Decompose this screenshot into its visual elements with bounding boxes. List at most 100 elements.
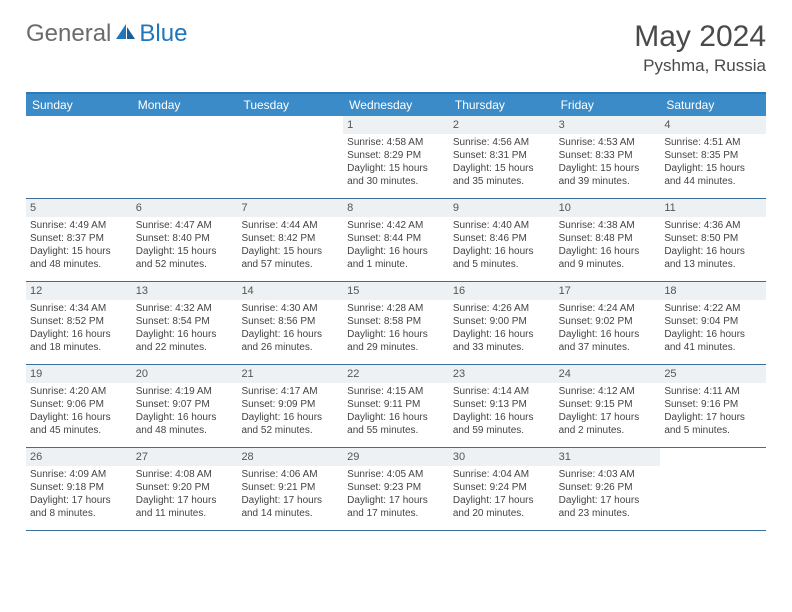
day-body: Sunrise: 4:49 AMSunset: 8:37 PMDaylight:… [26,217,132,275]
sunset-text: Sunset: 8:52 PM [30,315,128,328]
day-number: 15 [343,282,449,300]
day-body: Sunrise: 4:30 AMSunset: 8:56 PMDaylight:… [237,300,343,358]
weekday-header: Saturday [660,94,766,116]
sunrise-text: Sunrise: 4:38 AM [559,219,657,232]
day-number: 12 [26,282,132,300]
sunset-text: Sunset: 9:16 PM [664,398,762,411]
daylight-text: Daylight: 16 hours and 29 minutes. [347,328,445,354]
sunset-text: Sunset: 9:15 PM [559,398,657,411]
day-cell: 25Sunrise: 4:11 AMSunset: 9:16 PMDayligh… [660,365,766,447]
day-body: Sunrise: 4:22 AMSunset: 9:04 PMDaylight:… [660,300,766,358]
daylight-text: Daylight: 16 hours and 1 minute. [347,245,445,271]
daylight-text: Daylight: 17 hours and 11 minutes. [136,494,234,520]
daylight-text: Daylight: 17 hours and 8 minutes. [30,494,128,520]
sunrise-text: Sunrise: 4:09 AM [30,468,128,481]
sunrise-text: Sunrise: 4:06 AM [241,468,339,481]
sunrise-text: Sunrise: 4:40 AM [453,219,551,232]
day-number: 23 [449,365,555,383]
day-cell: 20Sunrise: 4:19 AMSunset: 9:07 PMDayligh… [132,365,238,447]
day-body: Sunrise: 4:20 AMSunset: 9:06 PMDaylight:… [26,383,132,441]
sunrise-text: Sunrise: 4:51 AM [664,136,762,149]
day-number: 13 [132,282,238,300]
day-number: 20 [132,365,238,383]
day-number: 18 [660,282,766,300]
sunset-text: Sunset: 9:24 PM [453,481,551,494]
week-row: 12Sunrise: 4:34 AMSunset: 8:52 PMDayligh… [26,282,766,365]
day-cell: 7Sunrise: 4:44 AMSunset: 8:42 PMDaylight… [237,199,343,281]
day-cell: 9Sunrise: 4:40 AMSunset: 8:46 PMDaylight… [449,199,555,281]
day-cell [660,448,766,530]
day-body: Sunrise: 4:15 AMSunset: 9:11 PMDaylight:… [343,383,449,441]
day-cell: 30Sunrise: 4:04 AMSunset: 9:24 PMDayligh… [449,448,555,530]
day-cell: 26Sunrise: 4:09 AMSunset: 9:18 PMDayligh… [26,448,132,530]
sunset-text: Sunset: 8:31 PM [453,149,551,162]
day-body: Sunrise: 4:12 AMSunset: 9:15 PMDaylight:… [555,383,661,441]
sunset-text: Sunset: 8:50 PM [664,232,762,245]
day-number: 1 [343,116,449,134]
day-number: 6 [132,199,238,217]
day-cell: 21Sunrise: 4:17 AMSunset: 9:09 PMDayligh… [237,365,343,447]
sail-icon [115,23,137,41]
day-cell [132,116,238,198]
day-number: 19 [26,365,132,383]
day-body: Sunrise: 4:53 AMSunset: 8:33 PMDaylight:… [555,134,661,192]
daylight-text: Daylight: 15 hours and 30 minutes. [347,162,445,188]
day-number: 25 [660,365,766,383]
day-body: Sunrise: 4:56 AMSunset: 8:31 PMDaylight:… [449,134,555,192]
daylight-text: Daylight: 17 hours and 20 minutes. [453,494,551,520]
week-row: 19Sunrise: 4:20 AMSunset: 9:06 PMDayligh… [26,365,766,448]
day-cell: 8Sunrise: 4:42 AMSunset: 8:44 PMDaylight… [343,199,449,281]
sunrise-text: Sunrise: 4:20 AM [30,385,128,398]
day-body: Sunrise: 4:03 AMSunset: 9:26 PMDaylight:… [555,466,661,524]
day-cell: 13Sunrise: 4:32 AMSunset: 8:54 PMDayligh… [132,282,238,364]
day-cell: 28Sunrise: 4:06 AMSunset: 9:21 PMDayligh… [237,448,343,530]
day-cell: 19Sunrise: 4:20 AMSunset: 9:06 PMDayligh… [26,365,132,447]
sunset-text: Sunset: 9:00 PM [453,315,551,328]
day-number: 8 [343,199,449,217]
day-body: Sunrise: 4:44 AMSunset: 8:42 PMDaylight:… [237,217,343,275]
sunset-text: Sunset: 8:46 PM [453,232,551,245]
week-row: 1Sunrise: 4:58 AMSunset: 8:29 PMDaylight… [26,116,766,199]
day-number [132,116,238,120]
sunset-text: Sunset: 8:33 PM [559,149,657,162]
day-number: 28 [237,448,343,466]
weekday-header: Thursday [449,94,555,116]
day-cell: 2Sunrise: 4:56 AMSunset: 8:31 PMDaylight… [449,116,555,198]
day-cell: 3Sunrise: 4:53 AMSunset: 8:33 PMDaylight… [555,116,661,198]
sunrise-text: Sunrise: 4:05 AM [347,468,445,481]
sunset-text: Sunset: 9:04 PM [664,315,762,328]
day-number: 24 [555,365,661,383]
sunset-text: Sunset: 9:26 PM [559,481,657,494]
day-body: Sunrise: 4:42 AMSunset: 8:44 PMDaylight:… [343,217,449,275]
sunrise-text: Sunrise: 4:32 AM [136,302,234,315]
daylight-text: Daylight: 15 hours and 44 minutes. [664,162,762,188]
daylight-text: Daylight: 15 hours and 39 minutes. [559,162,657,188]
day-cell: 31Sunrise: 4:03 AMSunset: 9:26 PMDayligh… [555,448,661,530]
day-body: Sunrise: 4:51 AMSunset: 8:35 PMDaylight:… [660,134,766,192]
sunrise-text: Sunrise: 4:15 AM [347,385,445,398]
day-number: 9 [449,199,555,217]
sunrise-text: Sunrise: 4:44 AM [241,219,339,232]
weekday-header: Friday [555,94,661,116]
sunrise-text: Sunrise: 4:53 AM [559,136,657,149]
daylight-text: Daylight: 16 hours and 13 minutes. [664,245,762,271]
sunset-text: Sunset: 9:07 PM [136,398,234,411]
daylight-text: Daylight: 16 hours and 22 minutes. [136,328,234,354]
sunrise-text: Sunrise: 4:24 AM [559,302,657,315]
daylight-text: Daylight: 16 hours and 37 minutes. [559,328,657,354]
location-label: Pyshma, Russia [634,56,766,76]
day-body: Sunrise: 4:05 AMSunset: 9:23 PMDaylight:… [343,466,449,524]
header-row: General Blue May 2024 Pyshma, Russia [26,20,766,76]
day-body: Sunrise: 4:36 AMSunset: 8:50 PMDaylight:… [660,217,766,275]
weekday-header: Wednesday [343,94,449,116]
sunset-text: Sunset: 8:48 PM [559,232,657,245]
daylight-text: Daylight: 17 hours and 23 minutes. [559,494,657,520]
day-cell: 27Sunrise: 4:08 AMSunset: 9:20 PMDayligh… [132,448,238,530]
sunrise-text: Sunrise: 4:03 AM [559,468,657,481]
sunset-text: Sunset: 8:58 PM [347,315,445,328]
sunrise-text: Sunrise: 4:11 AM [664,385,762,398]
sunrise-text: Sunrise: 4:42 AM [347,219,445,232]
daylight-text: Daylight: 15 hours and 35 minutes. [453,162,551,188]
day-number: 7 [237,199,343,217]
day-cell: 16Sunrise: 4:26 AMSunset: 9:00 PMDayligh… [449,282,555,364]
